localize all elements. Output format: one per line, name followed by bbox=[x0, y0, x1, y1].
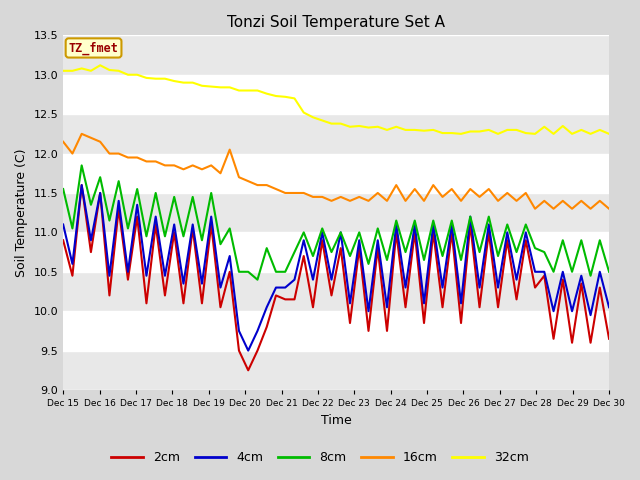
Text: TZ_fmet: TZ_fmet bbox=[68, 41, 118, 55]
Bar bbox=[63, 114, 609, 154]
Bar bbox=[63, 272, 609, 311]
Y-axis label: Soil Temperature (C): Soil Temperature (C) bbox=[15, 148, 28, 277]
X-axis label: Time: Time bbox=[321, 414, 351, 427]
Bar bbox=[63, 350, 609, 390]
Title: Tonzi Soil Temperature Set A: Tonzi Soil Temperature Set A bbox=[227, 15, 445, 30]
Bar bbox=[63, 193, 609, 232]
Legend: 2cm, 4cm, 8cm, 16cm, 32cm: 2cm, 4cm, 8cm, 16cm, 32cm bbox=[106, 446, 534, 469]
Bar bbox=[63, 36, 609, 75]
